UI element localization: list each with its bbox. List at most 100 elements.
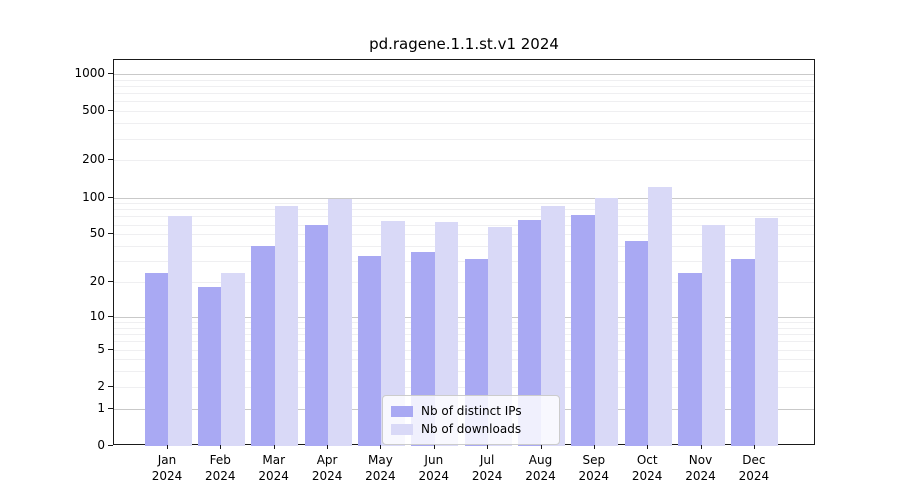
bar-downloads-jun <box>434 222 459 446</box>
bar-distinct-ips-oct <box>624 241 649 446</box>
gridline-minor <box>114 160 814 162</box>
y-tick-mark <box>108 73 113 74</box>
gridline-minor <box>114 359 814 361</box>
gridline-minor <box>114 86 814 87</box>
gridline-minor <box>114 123 814 125</box>
x-tick-label: Dec 2024 <box>738 453 770 483</box>
bar-distinct-ips-apr <box>304 224 329 446</box>
x-tick-mark <box>327 445 329 449</box>
y-tick-mark <box>108 445 113 446</box>
x-tick-mark <box>647 445 649 449</box>
bar-downloads-feb <box>221 272 245 446</box>
bar-distinct-ips-sep <box>571 215 595 446</box>
y-tick-label: 200 <box>82 152 105 167</box>
plot-area: Nb of distinct IPs Nb of downloads <box>113 59 815 446</box>
legend-label-downloads: Nb of downloads <box>421 422 522 436</box>
gridline-minor <box>114 322 814 323</box>
legend-label-ips: Nb of distinct IPs <box>421 404 522 418</box>
x-tick-label: Sep 2024 <box>578 453 610 483</box>
x-tick-mark <box>487 445 489 449</box>
gridline-minor <box>114 261 814 263</box>
legend-item-downloads: Nb of downloads <box>391 420 549 438</box>
y-tick-mark <box>108 315 113 317</box>
x-tick-label: Oct 2024 <box>631 453 663 483</box>
bar-distinct-ips-aug <box>517 219 542 446</box>
x-tick-label: Apr 2024 <box>311 453 343 483</box>
gridline-minor <box>114 341 814 343</box>
gridline-major <box>114 74 814 75</box>
bar-distinct-ips-may <box>357 256 382 446</box>
y-tick-mark <box>108 348 113 350</box>
x-tick-mark <box>433 445 435 449</box>
bar-downloads-dec <box>754 218 779 446</box>
x-tick-label: Nov 2024 <box>685 453 716 483</box>
legend: Nb of distinct IPs Nb of downloads <box>382 395 560 445</box>
x-tick-mark <box>273 445 275 449</box>
chart-title: pd.ragene.1.1.st.v1 2024 <box>369 35 559 53</box>
y-tick-mark <box>108 159 113 161</box>
y-tick-label: 50 <box>89 226 105 241</box>
bar-distinct-ips-jan <box>144 272 168 446</box>
legend-swatch-downloads-icon <box>391 423 413 435</box>
x-tick-label: May 2024 <box>365 453 396 483</box>
bar-downloads-mar <box>274 206 299 446</box>
y-tick-label: 10 <box>89 308 105 323</box>
gridline-minor <box>114 349 814 351</box>
gridline-minor <box>114 111 814 113</box>
y-tick-label: 0 <box>97 438 105 452</box>
x-tick-label: Mar 2024 <box>258 453 289 483</box>
legend-item-distinct-ips: Nb of distinct IPs <box>391 402 549 420</box>
x-tick-label: Jun 2024 <box>418 453 450 483</box>
y-tick-mark <box>108 281 113 282</box>
x-tick-label: Feb 2024 <box>205 453 236 483</box>
gridline-minor <box>114 327 814 329</box>
gridline-minor <box>114 386 814 388</box>
y-tick-mark <box>108 385 113 387</box>
x-tick-mark <box>753 445 755 449</box>
gridline-minor <box>114 371 814 373</box>
gridline-minor <box>114 216 814 218</box>
gridline-minor <box>114 234 814 236</box>
y-tick-label: 1 <box>97 400 105 415</box>
gridline-major <box>114 197 814 199</box>
bar-distinct-ips-nov <box>678 272 702 446</box>
x-tick-mark <box>593 445 595 449</box>
gridline-minor <box>114 282 814 283</box>
y-tick-mark <box>108 233 113 235</box>
x-tick-label: Jan 2024 <box>151 453 183 483</box>
y-tick-label: 2 <box>97 378 105 393</box>
x-tick-label: Aug 2024 <box>525 453 556 483</box>
y-tick-label: 100 <box>82 189 105 204</box>
y-tick-mark <box>108 110 113 112</box>
bar-downloads-apr <box>328 199 352 446</box>
gridline-minor <box>114 224 814 226</box>
legend-swatch-ips-icon <box>391 405 413 417</box>
y-tick-label: 500 <box>82 103 105 118</box>
bar-distinct-ips-mar <box>251 246 275 446</box>
y-tick-label: 1000 <box>74 66 105 80</box>
y-tick-mark <box>108 407 113 409</box>
gridline-minor <box>114 93 814 95</box>
gridline-minor <box>114 138 814 140</box>
x-tick-label: Jul 2024 <box>471 453 503 483</box>
gridline-minor <box>114 79 814 81</box>
gridline-minor <box>114 209 814 211</box>
y-tick-label: 5 <box>97 341 105 356</box>
gridline-major <box>114 316 814 318</box>
gridline-minor <box>114 334 814 335</box>
gridline-minor <box>114 203 814 205</box>
gridline-minor <box>114 246 814 247</box>
x-tick-mark <box>540 445 542 449</box>
bar-downloads-nov <box>701 224 725 446</box>
y-tick-mark <box>108 196 113 198</box>
x-tick-mark <box>380 445 382 449</box>
bar-distinct-ips-feb <box>197 287 222 446</box>
bar-downloads-jan <box>168 215 192 446</box>
gridline-minor <box>114 101 814 103</box>
bar-distinct-ips-dec <box>731 259 755 446</box>
x-tick-mark <box>167 445 168 449</box>
y-tick-label: 20 <box>89 274 105 288</box>
bar-downloads-aug <box>541 206 565 446</box>
bar-downloads-oct <box>648 187 672 446</box>
